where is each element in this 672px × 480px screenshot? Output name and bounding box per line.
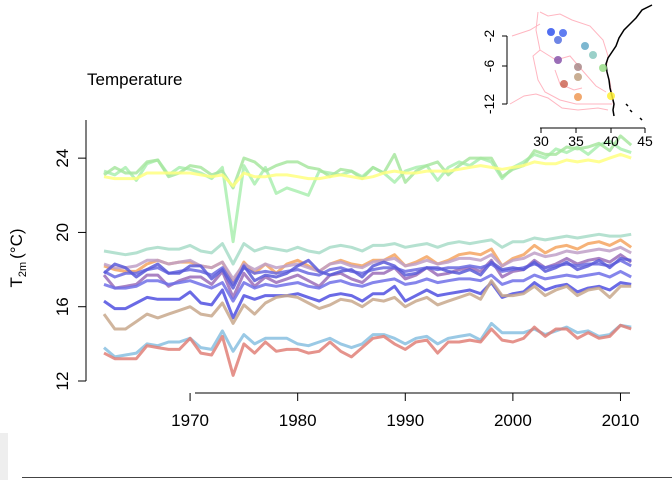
map-y-tick-label: -2 — [481, 30, 497, 43]
bottom-rule — [22, 477, 672, 478]
map-x-tick-label: 30 — [533, 133, 549, 149]
y-tick-label: 12 — [53, 372, 72, 391]
series-line-3 — [103, 152, 632, 188]
map-y-tick-label: -12 — [481, 94, 497, 114]
station-marker — [554, 56, 562, 64]
x-tick-label: 1970 — [171, 411, 209, 430]
map-x-ticks: 30 35 40 45 — [533, 128, 653, 149]
map-borders — [509, 4, 653, 121]
series-line-2 — [103, 134, 633, 190]
y-tick-label: 16 — [53, 297, 72, 316]
x-tick-label: 2010 — [602, 411, 640, 430]
chart-title: Temperature — [87, 70, 183, 89]
series-line-14 — [103, 323, 632, 377]
country-border — [509, 93, 609, 111]
left-edge-mark — [0, 433, 8, 480]
series-layer — [102, 134, 633, 377]
station-marker — [560, 80, 568, 88]
station-marker — [574, 73, 582, 81]
series-line-11 — [103, 281, 632, 320]
y-axis-label-sub: 2m — [17, 262, 29, 277]
y-tick-label: 24 — [53, 149, 72, 168]
station-marker — [554, 36, 562, 44]
country-border — [511, 23, 541, 37]
x-ticks: 1970 1980 1990 2000 2010 — [171, 393, 639, 430]
y-tick-label: 20 — [53, 223, 72, 242]
station-marker — [599, 64, 607, 72]
country-border — [532, 11, 612, 105]
series-line-10 — [103, 269, 632, 303]
series-line-6 — [103, 245, 632, 281]
series-line-9 — [103, 256, 632, 290]
x-tick-label: 1990 — [386, 411, 424, 430]
map-x-tick-label: 40 — [603, 133, 619, 149]
country-border — [554, 69, 583, 91]
station-marker — [574, 93, 582, 101]
station-marker — [607, 92, 615, 100]
series-line-4 — [103, 232, 632, 266]
station-marker — [589, 51, 597, 59]
map-y-ticks: -2 -6 -12 — [481, 30, 507, 114]
station-marker — [581, 42, 589, 50]
map-x-tick-label: 35 — [568, 133, 584, 149]
x-tick-label: 1980 — [279, 411, 317, 430]
x-tick-label: 2000 — [494, 411, 532, 430]
country-border — [539, 11, 615, 109]
station-markers — [547, 28, 615, 101]
y-axis-label-main: T — [7, 277, 26, 287]
station-marker — [559, 29, 567, 37]
country-border — [539, 49, 607, 93]
map-x-tick-label: 45 — [637, 133, 653, 149]
series-line-12 — [102, 279, 632, 331]
map-y-tick-label: -6 — [481, 60, 497, 73]
station-marker — [574, 63, 582, 71]
station-marker — [547, 28, 555, 36]
y-axis-label-unit: (°C) — [7, 228, 26, 258]
y-ticks: 12 16 20 24 — [53, 149, 86, 391]
coast-islands — [625, 103, 643, 121]
y-axis-label: T2m (°C) — [7, 228, 29, 287]
